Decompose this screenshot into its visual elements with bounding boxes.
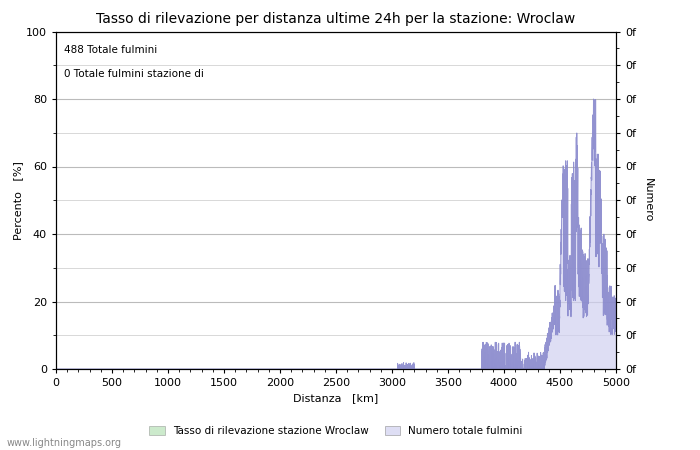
Text: 488 Totale fulmini: 488 Totale fulmini [64, 45, 158, 55]
Legend: Tasso di rilevazione stazione Wroclaw, Numero totale fulmini: Tasso di rilevazione stazione Wroclaw, N… [145, 422, 527, 440]
Text: 0 Totale fulmini stazione di: 0 Totale fulmini stazione di [64, 68, 204, 79]
Y-axis label: Percento   [%]: Percento [%] [13, 161, 23, 240]
Title: Tasso di rilevazione per distanza ultime 24h per la stazione: Wroclaw: Tasso di rilevazione per distanza ultime… [97, 12, 575, 26]
Y-axis label: Numero: Numero [643, 178, 652, 222]
Text: www.lightningmaps.org: www.lightningmaps.org [7, 438, 122, 448]
X-axis label: Distanza   [km]: Distanza [km] [293, 394, 379, 404]
